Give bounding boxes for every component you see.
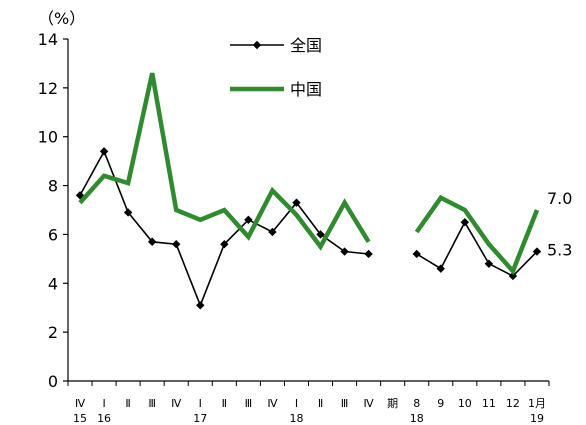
unit-label: （%） [38, 9, 85, 28]
data-point [268, 227, 277, 237]
x-tick-label: Ⅰ [199, 397, 202, 410]
x-year-label: 18 [289, 412, 303, 425]
y-tick-label: 14 [38, 30, 58, 49]
x-tick-label: 8 [413, 397, 420, 410]
x-tick-label: Ⅲ [341, 397, 349, 410]
y-tick-label: 8 [48, 177, 58, 196]
data-point [147, 237, 157, 246]
x-tick-label: Ⅱ [318, 397, 323, 410]
x-tick-label: Ⅲ [148, 397, 156, 410]
x-year-label: 18 [410, 412, 424, 425]
x-tick-label: Ⅳ [171, 397, 182, 410]
data-point [244, 215, 253, 224]
data-point [99, 147, 109, 156]
legend-marker [252, 40, 262, 50]
series-layer [75, 72, 542, 310]
data-point [316, 230, 325, 239]
x-tick-label: 11 [482, 397, 496, 410]
series-1 [78, 72, 540, 276]
x-year-label: 17 [193, 412, 207, 425]
x-tick-label: Ⅰ [102, 397, 105, 410]
x-tick-label: Ⅳ [364, 397, 375, 410]
data-point [123, 208, 133, 217]
x-tick-label: Ⅲ [245, 397, 253, 410]
y-tick-label: 0 [48, 372, 58, 391]
data-point [364, 249, 373, 259]
series-line [416, 220, 538, 277]
end-value-label: 7.0 [547, 189, 572, 208]
data-point [220, 240, 229, 249]
x-year-label: 19 [530, 412, 544, 425]
y-tick-label: 6 [48, 225, 58, 244]
data-point [484, 259, 494, 268]
x-tick-label: 10 [458, 397, 472, 410]
y-tick-label: 12 [38, 79, 58, 98]
x-year-label: 16 [97, 412, 111, 425]
x-tick-label: 期 [387, 397, 398, 410]
x-tick-label: Ⅳ [267, 397, 278, 410]
data-point [508, 271, 518, 281]
x-tick-label: Ⅰ [295, 397, 298, 410]
data-point [340, 247, 349, 256]
x-tick-label: Ⅳ [75, 397, 86, 410]
end-value-label: 5.3 [547, 241, 572, 260]
data-point [172, 240, 181, 249]
y-tick-label: 10 [38, 128, 58, 147]
series-line [414, 194, 540, 276]
data-point [532, 247, 542, 256]
x-tick-label: 12 [506, 397, 520, 410]
x-tick-label: Ⅱ [222, 397, 227, 410]
legend-label: 全国 [290, 36, 322, 55]
data-point [412, 249, 421, 259]
series-line [79, 149, 369, 308]
y-tick-label: 4 [48, 274, 58, 293]
y-tick-label: 2 [48, 323, 58, 342]
annotations: 7.0 5.3 [547, 189, 572, 260]
x-tick-label: 1月 [528, 397, 546, 410]
data-point [196, 301, 205, 310]
data-point [436, 264, 445, 273]
y-tick-labels: 0 2 4 6 8 10 12 14 [38, 30, 68, 391]
series-line [78, 72, 371, 251]
x-year-label: 15 [73, 412, 87, 425]
series-0 [75, 147, 542, 310]
x-tick-label: 9 [437, 397, 444, 410]
data-point [460, 218, 470, 227]
legend-label: 中国 [290, 80, 322, 99]
data-point [292, 198, 301, 207]
x-tick-label: Ⅱ [125, 397, 130, 410]
